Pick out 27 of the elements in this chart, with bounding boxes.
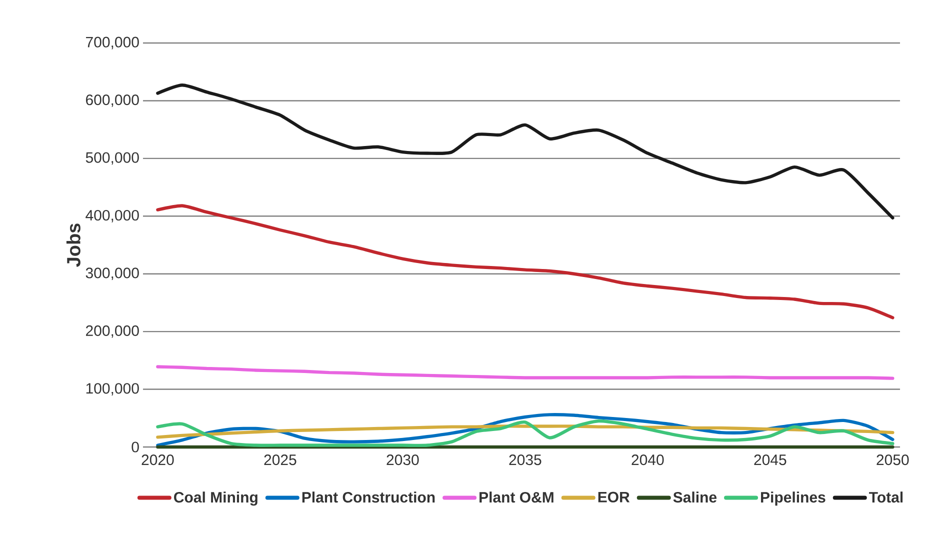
y-tick-label: 700,000 [86, 36, 139, 50]
x-tick-label: 2040 [632, 454, 664, 466]
y-tick-label: 600,000 [86, 94, 139, 107]
line-series [156, 84, 894, 220]
x-tick-label: 2025 [264, 454, 296, 466]
x-tick-label: 2020 [142, 454, 174, 466]
x-tick-label: 2050 [876, 454, 909, 466]
legend-label: Plant Construction [302, 492, 435, 503]
legend-label: Total [869, 492, 903, 503]
line-series [156, 365, 894, 380]
line-series [156, 204, 894, 320]
legend-label: Pipelines [761, 492, 826, 506]
line-series [156, 419, 894, 448]
x-tick-label: 2045 [754, 454, 786, 466]
x-tick-label: 2030 [386, 454, 419, 466]
legend-label: Saline [673, 492, 717, 503]
legend-label: EOR [598, 492, 630, 502]
x-tick-label: 2035 [509, 454, 542, 466]
y-tick-label: 200,000 [86, 325, 139, 338]
legend-label: Plant O&M [480, 492, 554, 503]
y-tick-label: 100,000 [86, 383, 139, 396]
y-tick-label: 300,000 [86, 268, 139, 280]
y-tick-label: 0 [132, 442, 139, 452]
y-tick-label: 500,000 [86, 152, 139, 165]
y-tick-label: 400,000 [86, 210, 139, 222]
legend-label: Coal Mining [174, 492, 258, 506]
y-axis-title: Jobs [66, 224, 80, 267]
